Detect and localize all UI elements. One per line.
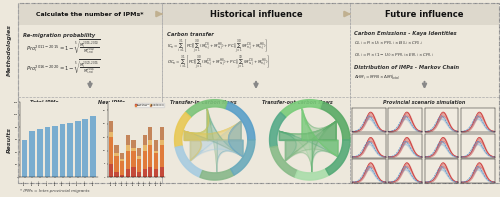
Bar	[142, 151, 147, 169]
Text: Provincial scenario simulation: Provincial scenario simulation	[384, 100, 466, 105]
Bar	[114, 172, 118, 177]
Bar	[160, 145, 164, 167]
Bar	[148, 167, 152, 177]
Bar	[126, 135, 130, 145]
Text: $OC_n = \sum_{i=1}^{31}\left[PC_n^B\sum_{j=1}^{30}(M_{n,j}^{CS}+M_{n,j}^{HS})+PC: $OC_n = \sum_{i=1}^{31}\left[PC_n^B\sum_…	[167, 53, 270, 71]
Bar	[148, 126, 152, 140]
Bar	[18, 3, 162, 25]
Bar	[160, 140, 164, 145]
Bar	[142, 145, 147, 151]
Polygon shape	[295, 169, 329, 180]
Bar	[109, 121, 113, 132]
Bar	[120, 161, 124, 175]
Bar	[148, 140, 152, 145]
Bar	[44, 127, 50, 177]
Bar	[114, 153, 118, 156]
Bar	[126, 169, 130, 177]
Text: Future influence: Future influence	[385, 9, 464, 19]
Bar	[114, 156, 118, 172]
Text: $C_{R,i} = P_i \times (1-U_i) \times PF_{R,i} \times EI_{R,i} \times CF_{R,i}$: $C_{R,i} = P_i \times (1-U_i) \times PF_…	[354, 51, 434, 59]
Bar	[148, 145, 152, 167]
Bar	[120, 175, 124, 177]
Bar	[82, 119, 88, 177]
Bar	[160, 126, 164, 140]
Bar	[120, 153, 124, 159]
Polygon shape	[280, 100, 322, 117]
Text: Carbon Emissions - Kaya Identities: Carbon Emissions - Kaya Identities	[354, 31, 456, 36]
Text: $C_{U,i} = P_i \times U_i \times PF_{U,i} \times EI_{U,i} \times CF_{U,i}$: $C_{U,i} = P_i \times U_i \times PF_{U,i…	[354, 39, 424, 47]
Polygon shape	[326, 140, 350, 175]
Bar	[18, 3, 162, 183]
Bar	[132, 151, 136, 167]
Bar	[137, 172, 141, 177]
Polygon shape	[174, 112, 190, 147]
Polygon shape	[320, 102, 350, 140]
Text: Results: Results	[6, 127, 12, 153]
Bar	[126, 151, 130, 169]
Bar	[90, 116, 96, 177]
Text: * IPMs = Inter-provincial migrants: * IPMs = Inter-provincial migrants	[20, 189, 89, 193]
Bar	[350, 3, 499, 183]
Text: $Pro_i^{2016-2020} = 1 - \sqrt[5]{\frac{M_i^{2020,2015}}{M_{i,nei}^{2015}}}$: $Pro_i^{2016-2020} = 1 - \sqrt[5]{\frac{…	[26, 59, 101, 75]
Text: Total IPMs: Total IPMs	[30, 100, 58, 105]
Polygon shape	[175, 146, 203, 177]
Bar	[154, 151, 158, 153]
Text: Calculate the number of IPMs*: Calculate the number of IPMs*	[36, 11, 144, 17]
Polygon shape	[270, 146, 297, 177]
Text: Historical influence: Historical influence	[210, 9, 302, 19]
Bar	[142, 169, 147, 177]
Polygon shape	[270, 112, 285, 147]
Bar	[132, 140, 136, 148]
Bar	[162, 3, 350, 25]
Bar	[154, 169, 158, 177]
Text: Methodologies: Methodologies	[6, 24, 12, 76]
Bar	[114, 145, 118, 153]
Bar	[142, 135, 147, 145]
Bar	[75, 121, 80, 177]
Bar	[120, 159, 124, 161]
Bar	[60, 124, 66, 177]
Bar	[126, 145, 130, 151]
Bar	[350, 3, 499, 25]
Bar	[52, 126, 58, 177]
Bar	[109, 132, 113, 137]
Polygon shape	[186, 100, 227, 117]
Text: Transfer-in carbon flows: Transfer-in carbon flows	[170, 100, 236, 105]
Text: $Pro_i^{2011-2015} = 1 - \sqrt[5]{\frac{M_i^{2015,2010}}{M_{i,nei}^{2010}}}$: $Pro_i^{2011-2015} = 1 - \sqrt[5]{\frac{…	[26, 39, 101, 55]
Bar	[160, 167, 164, 177]
Bar	[109, 164, 113, 177]
Polygon shape	[230, 140, 255, 175]
Text: New IPMs: New IPMs	[98, 100, 125, 105]
Bar	[30, 130, 35, 177]
Bar	[132, 148, 136, 151]
Bar	[154, 153, 158, 169]
Text: Re-migration probability: Re-migration probability	[23, 33, 95, 38]
Bar	[132, 167, 136, 177]
Bar	[37, 129, 43, 177]
Bar	[137, 156, 141, 159]
Text: $\Delta HM_i = MPN \times \Delta MI_{total}^i$: $\Delta HM_i = MPN \times \Delta MI_{tot…	[354, 73, 400, 83]
Bar	[162, 3, 350, 183]
Text: $IC_n = \sum_{i=1}^{31}\left[PC_n^B\sum_{j=1}^{30}(M_{n,j}^{CS}+M_{n,j}^{HS})+PC: $IC_n = \sum_{i=1}^{31}\left[PC_n^B\sum_…	[167, 37, 268, 55]
Polygon shape	[225, 102, 255, 140]
Text: Carbon transfer: Carbon transfer	[167, 32, 214, 37]
Text: Transfer-out carbon flows: Transfer-out carbon flows	[262, 100, 333, 105]
Bar	[109, 137, 113, 164]
Text: Distribution of IMPs - Markov Chain: Distribution of IMPs - Markov Chain	[354, 65, 459, 70]
Bar	[137, 148, 141, 156]
Legend: Rural to Rural, Urban-Urban, Rural to Urban, Rural to Urban: Rural to Rural, Urban-Urban, Rural to Ur…	[135, 103, 164, 107]
Bar	[22, 140, 28, 177]
Bar	[137, 159, 141, 172]
Bar	[68, 123, 73, 177]
Polygon shape	[200, 169, 234, 180]
Bar	[154, 140, 158, 151]
